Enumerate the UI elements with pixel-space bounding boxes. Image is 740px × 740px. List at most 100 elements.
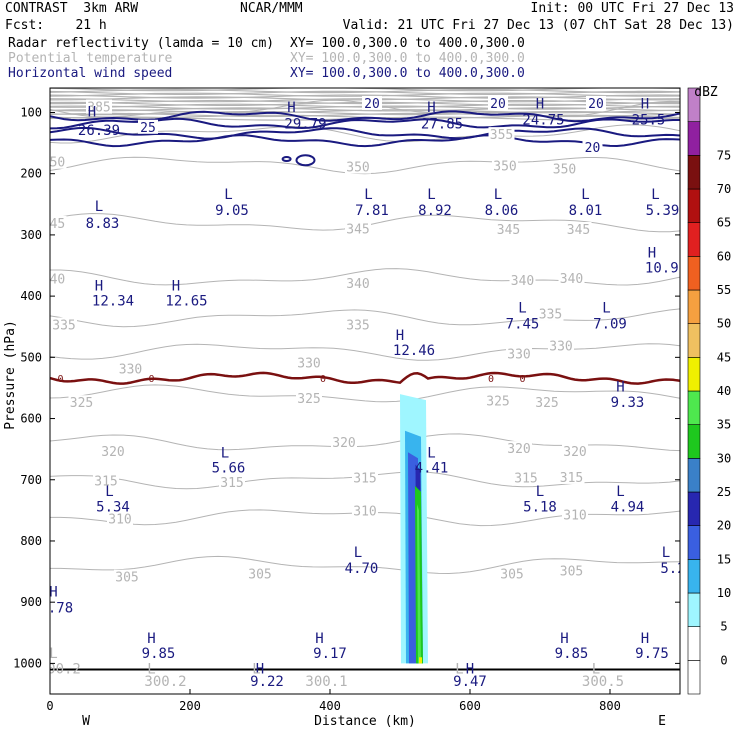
theta-label: 330 [297, 356, 320, 371]
valid-time: Valid: 21 UTC Fri 27 Dec 13 (07 ChT Sat … [342, 18, 734, 33]
extremum-value: 7.81 [355, 203, 389, 219]
y-tick-label: 1000 [13, 656, 42, 670]
low-marker: L [364, 187, 372, 203]
theta-label-bg [117, 361, 144, 376]
high-marker: H [466, 662, 474, 678]
colorbar-tick-label: 40 [717, 384, 731, 398]
extremum-value: 4.94 [611, 499, 645, 515]
low-marker: L [494, 187, 502, 203]
wind-contour-loop [281, 156, 292, 163]
high-marker: H [641, 631, 649, 647]
colorbar-tick-label: 55 [717, 283, 731, 297]
colorbar-swatch [687, 458, 701, 493]
colorbar-tick-label: 75 [717, 148, 731, 162]
x-tick-label: 400 [319, 699, 341, 713]
theta-label-bg [68, 395, 95, 410]
field-reflectivity-name: Radar reflectivity (lamda = 10 cm) [8, 36, 275, 51]
high-marker: H [648, 245, 656, 261]
colorbar-swatch [687, 660, 701, 695]
low-marker: L [252, 662, 260, 678]
colorbar-tick-label: 35 [717, 418, 731, 432]
extremum-value: 9.22 [250, 674, 284, 690]
institution-label: NCAR/MMM [240, 1, 303, 16]
theta-label-bg [296, 390, 322, 405]
theta-contour-350 [50, 156, 680, 175]
extremum-value: 12.46 [393, 343, 435, 359]
x-end-label-east: E [658, 714, 666, 729]
colorbar-tick-label: 45 [717, 350, 731, 364]
theta-label-bg [509, 272, 536, 287]
theta-label: 350 [493, 159, 516, 174]
wind-label: 20 [585, 141, 601, 156]
y-tick-label: 200 [20, 167, 42, 181]
colorbar-tick-label: 25 [717, 485, 731, 499]
theta-label: 315 [220, 476, 243, 491]
theta-label-bg [50, 154, 67, 169]
theta-label: 355 [490, 128, 513, 143]
field-wind-xy: XY= 100.0,300.0 to 400.0,300.0 [290, 66, 525, 81]
theta-label-bg [488, 127, 515, 142]
theta-label: 350 [553, 162, 576, 177]
colorbar-tick-label: 10 [717, 586, 731, 600]
theta-label: 345 [567, 223, 590, 238]
theta-label-bg [492, 158, 518, 173]
y-tick-label: 300 [20, 228, 42, 242]
colorbar-swatch [687, 222, 701, 257]
colorbar-swatch [687, 525, 701, 560]
theta-label: 310 [353, 505, 376, 520]
freezing-level-label: 0 [148, 374, 154, 385]
extremum-value: 26.39 [78, 123, 120, 139]
theta-label: 340 [511, 274, 534, 289]
theta-label-bg [485, 393, 511, 408]
colorbar-tick-label: 70 [717, 182, 731, 196]
y-tick-label: 500 [20, 350, 42, 364]
colorbar-swatch [687, 592, 701, 627]
theta-label: 320 [563, 445, 586, 460]
forecast-hour: Fcst: 21 h [5, 18, 107, 33]
colorbar-tick-label: 15 [717, 552, 731, 566]
low-marker: L [518, 300, 526, 316]
extremum-value: 12.65 [165, 294, 207, 310]
extremum-value: 4.70 [345, 561, 379, 577]
extremum-value: 5.39 [646, 203, 680, 219]
x-axis-label: Distance (km) [314, 714, 416, 729]
colorbar-tick-label: 30 [717, 451, 731, 465]
theta-label-bg [93, 473, 119, 488]
freezing-level-label: 0 [320, 374, 326, 385]
extremum-value: 7.45 [506, 316, 540, 332]
colorbar-swatch [687, 424, 701, 459]
theta-label-bg [558, 270, 585, 285]
high-marker: H [147, 631, 155, 647]
extremum-value: 8.06 [485, 203, 519, 219]
low-marker: L [427, 187, 435, 203]
low-marker: L [427, 445, 435, 461]
theta-label-bg [562, 444, 588, 459]
theta-label: 315 [560, 471, 583, 486]
wind-contour [50, 126, 680, 140]
extremum-value: 9.75 [635, 646, 669, 662]
field-theta-xy: XY= 100.0,300.0 to 400.0,300.0 [290, 51, 525, 66]
y-tick-label: 700 [20, 473, 42, 487]
theta-label-bg [51, 317, 77, 332]
high-marker: H [95, 278, 103, 294]
low-marker: L [354, 545, 362, 561]
extremum-value: 9.33 [611, 395, 645, 411]
theta-label-bg [247, 566, 273, 581]
low-marker: L [602, 300, 610, 316]
plot-area: 0 0 0 0 0 385 355 350 350 350 350 345 345 345 345 340 34… [48, 88, 680, 690]
theta-label: 320 [332, 436, 355, 451]
theta-label-bg [548, 338, 574, 353]
wind-contour [50, 110, 680, 123]
extremum-value: .78 [48, 600, 73, 616]
extremum-value: 9.85 [142, 646, 176, 662]
extremum-value: 8.92 [418, 203, 452, 219]
theta-label: 325 [535, 396, 558, 411]
theta-contour-335 [50, 308, 680, 328]
extremum-value: 300.1 [305, 674, 347, 690]
theta-label-bg [506, 441, 532, 456]
wind-contour-loop [295, 154, 316, 167]
theta-label: 330 [549, 339, 572, 354]
extremum-value: 5.34 [96, 499, 130, 515]
theta-label: 315 [514, 472, 537, 487]
